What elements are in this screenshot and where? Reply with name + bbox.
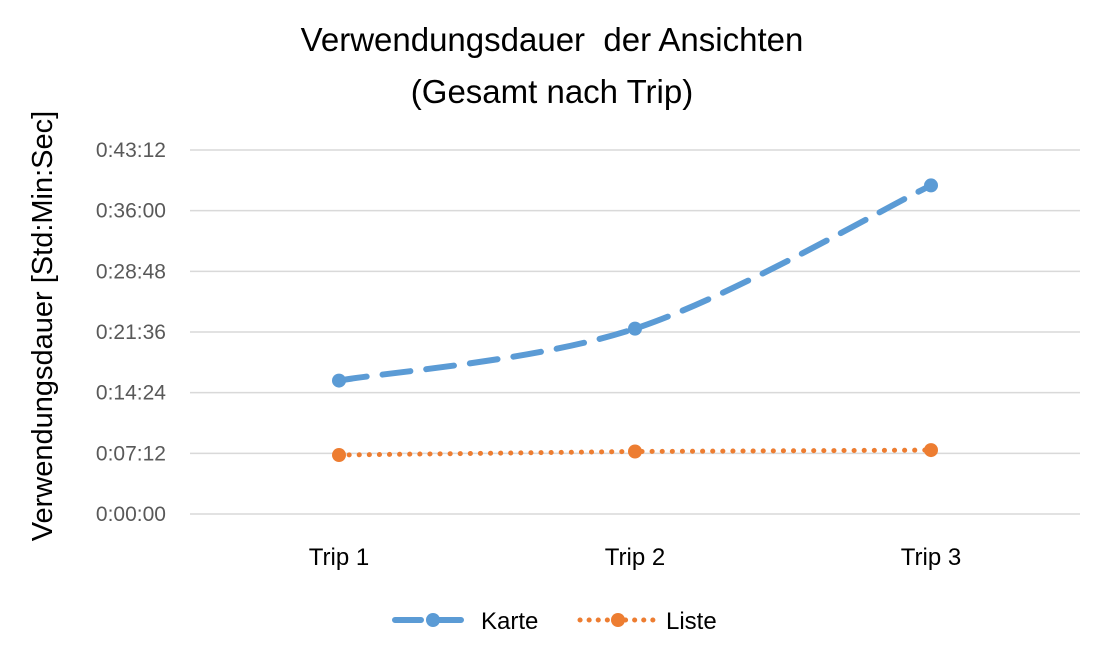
series-karte [332,178,938,388]
y-tick-label: 0:21:36 [96,321,166,344]
data-point [628,321,642,336]
data-point [628,444,642,459]
legend-marker [426,613,440,627]
x-tick-label: Trip 2 [605,544,665,571]
series-liste [332,443,938,463]
chart-subtitle: (Gesamt nach Trip) [411,73,693,110]
y-tick-label: 0:36:00 [96,200,166,223]
x-axis-ticks: Trip 1 Trip 2 Trip 3 [309,544,961,571]
y-axis-ticks: 0:00:00 0:07:12 0:14:24 0:21:36 0:28:48 0:36:… [96,139,166,526]
x-tick-label: Trip 1 [309,544,369,571]
y-axis-label: Verwendungsdauer [Std:Min:Sec] [27,111,59,541]
series-line [336,447,934,458]
y-tick-label: 0:07:12 [96,442,166,465]
x-tick-label: Trip 3 [901,544,961,571]
legend-label: Karte [481,608,538,635]
y-tick-label: 0:43:12 [96,139,166,162]
legend-marker [611,613,625,627]
data-point [332,448,346,463]
series-line [336,182,934,384]
y-tick-label: 0:00:00 [96,503,166,526]
data-point [924,443,938,458]
chart-title: Verwendungsdauer der Ansichten [301,21,804,58]
legend-item-karte: Karte [392,608,538,635]
series-lines [332,178,938,463]
legend: Karte Liste [392,608,717,635]
legend-label: Liste [666,608,717,635]
y-tick-label: 0:28:48 [96,260,166,283]
data-point [332,373,346,388]
legend-item-liste: Liste [577,608,717,635]
data-point [924,178,938,193]
y-tick-label: 0:14:24 [96,382,166,405]
